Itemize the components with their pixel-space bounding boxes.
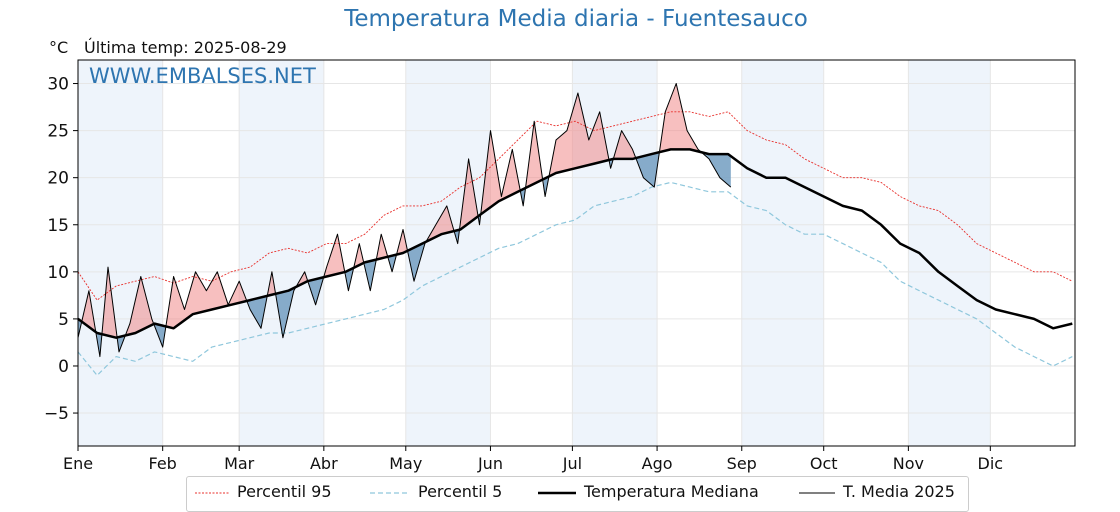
y-tick-label: 5 [58, 310, 69, 330]
line-p95 [77, 111, 1073, 301]
x-tick-label-abr: Abr [310, 454, 338, 473]
fill-above-median [480, 130, 521, 215]
plot-frame [77, 59, 1076, 447]
fill-below-median [154, 323, 167, 348]
x-axis: Ene Feb Mar Abr May Jun Jul Ago Sep Oct Nov Dic [63, 446, 1003, 473]
fill-above-median [82, 290, 98, 334]
fill-above-median [125, 276, 155, 336]
x-tick-label-jun: Jun [477, 454, 503, 473]
legend-swatch-p5 [370, 491, 410, 494]
fill-above-median [166, 271, 248, 329]
last-temp-label: Última temp: 2025-08-29 [84, 38, 287, 57]
x-tick-label-may: May [389, 454, 422, 473]
x-tick-label-sep: Sep [727, 454, 757, 473]
month-band-nov [908, 60, 991, 446]
x-tick-label-mar: Mar [224, 454, 255, 473]
fill-above-median [549, 92, 610, 177]
fill-below-median [364, 259, 378, 291]
line-p5 [77, 181, 1073, 376]
chart-title: Temperatura Media diaria - Fuentesauco [344, 6, 808, 32]
fill-below-median [702, 152, 731, 188]
month-band-ene [78, 60, 163, 446]
fill-above-median [267, 271, 277, 296]
x-tick-label-feb: Feb [149, 454, 177, 473]
y-unit-label: °C [49, 38, 69, 57]
fill-above-median [426, 205, 455, 242]
x-tick-label-nov: Nov [893, 454, 924, 473]
legend-label-p95: Percentil 95 [237, 482, 332, 501]
legend-item-p95: Percentil 95 [195, 482, 332, 501]
temperature-chart: 30 25 20 15 10 5 0 −5 Ene Feb Mar Abr May Jun Jul Ago S… [44, 59, 1076, 473]
legend-swatch-median [538, 491, 576, 494]
fill-above-median [102, 267, 118, 338]
fill-above-median [659, 83, 703, 153]
month-band-jul [572, 60, 658, 446]
x-tick-label-dic: Dic [978, 454, 1004, 473]
x-tick-label-ene: Ene [63, 454, 93, 473]
y-tick-label: 20 [47, 169, 69, 189]
series-lines [77, 83, 1073, 376]
legend: Percentil 95 Percentil 5 Temperatura Med… [186, 476, 969, 512]
fill-above-median [323, 234, 346, 278]
x-tick-label-jul: Jul [562, 454, 582, 473]
fill-above-median [613, 130, 637, 159]
fill-above-median [353, 243, 365, 268]
legend-swatch-t2025 [799, 492, 835, 493]
y-tick-label: 25 [47, 122, 69, 142]
fill-above-median [397, 229, 409, 255]
y-tick-label: 10 [47, 263, 69, 283]
y-axis: 30 25 20 15 10 5 0 −5 [44, 75, 78, 424]
line-t2025 [77, 83, 732, 358]
fill-above-median [525, 121, 544, 188]
y-tick-label: 15 [47, 216, 69, 236]
fill-below-median [408, 241, 427, 282]
fill-above-median [377, 234, 389, 260]
y-tick-label: 0 [58, 357, 69, 377]
legend-item-t2025: T. Media 2025 [799, 482, 955, 501]
fill-above-median [460, 158, 479, 230]
legend-item-p5: Percentil 5 [370, 482, 502, 501]
line-median [77, 148, 1073, 339]
fill-below-median [636, 152, 660, 188]
x-tick-label-ago: Ago [642, 454, 673, 473]
month-band-mar [239, 60, 324, 446]
legend-label-median: Temperatura Mediana [584, 482, 759, 501]
watermark: WWW.EMBALSES.NET [89, 64, 316, 88]
legend-label-p5: Percentil 5 [418, 482, 503, 501]
y-tick-label: −5 [44, 404, 69, 424]
fill-below-median [247, 295, 268, 329]
fill-below-median [308, 277, 324, 305]
month-band-sep [741, 60, 824, 446]
x-tick-label-oct: Oct [810, 454, 838, 473]
month-bands [78, 60, 991, 446]
legend-label-t2025: T. Media 2025 [843, 482, 955, 501]
legend-swatch-p95 [195, 492, 229, 493]
y-tick-label: 30 [47, 75, 69, 95]
legend-item-median: Temperatura Mediana [538, 482, 759, 501]
